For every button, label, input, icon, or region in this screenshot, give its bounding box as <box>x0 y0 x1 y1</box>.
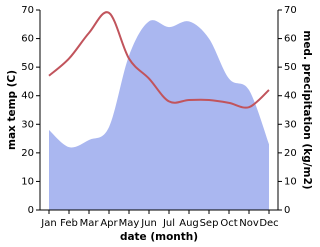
x-tick-label: Feb <box>60 218 78 229</box>
x-tick-label: May <box>119 218 140 229</box>
y2-tick-label: 40 <box>284 91 297 102</box>
y-tick-label: 10 <box>21 176 34 187</box>
y2-tick-label: 70 <box>284 5 297 16</box>
x-tick-label: Jan <box>40 218 56 229</box>
precipitation-area <box>49 20 269 211</box>
y2-tick-label: 0 <box>284 205 290 216</box>
temperature-line <box>48 11 270 109</box>
y2-tick-label: 30 <box>284 119 297 130</box>
y-tick-label: 60 <box>21 34 34 45</box>
x-tick-label: Dec <box>259 218 278 229</box>
x-tick-label: Jul <box>162 218 175 229</box>
y-tick-label: 50 <box>21 62 34 73</box>
y2-axis-label: med. precipitation (kg/m2) <box>301 30 313 189</box>
y2-tick-label: 20 <box>284 148 297 159</box>
y-tick-label: 70 <box>21 5 34 16</box>
x-tick-label: Oct <box>220 218 237 229</box>
x-tick-label: Nov <box>239 218 259 229</box>
x-tick-label: Apr <box>100 218 118 229</box>
x-tick-label: Sep <box>200 218 219 229</box>
y2-tick-label: 50 <box>284 62 297 73</box>
x-tick-label: Mar <box>80 218 100 229</box>
y-tick-label: 20 <box>21 148 34 159</box>
y-axis-label: max temp (C) <box>6 70 18 150</box>
x-tick-label: Jun <box>140 218 157 229</box>
y-tick-label: 0 <box>28 205 34 216</box>
x-axis-label: date (month) <box>120 231 198 243</box>
y-tick-label: 30 <box>21 119 34 130</box>
x-tick-label: Aug <box>179 218 199 229</box>
y-tick-label: 40 <box>21 91 34 102</box>
y2-tick-label: 10 <box>284 176 297 187</box>
y2-tick-label: 60 <box>284 34 297 45</box>
